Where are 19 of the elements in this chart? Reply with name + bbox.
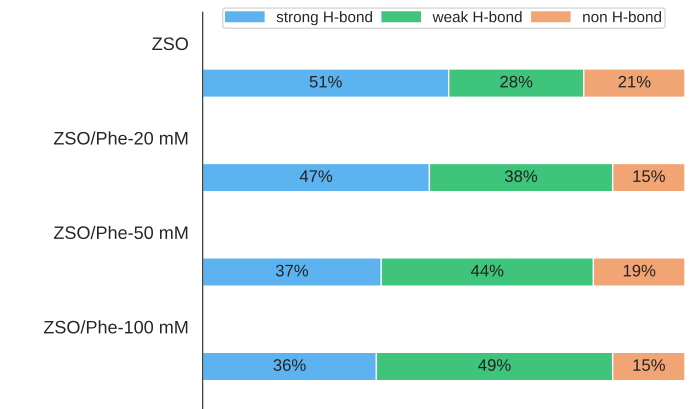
data-label: 15% xyxy=(633,170,665,182)
data-label: 19% xyxy=(624,264,656,277)
data-label: 36% xyxy=(273,359,306,371)
data-label: 49% xyxy=(478,359,511,371)
data-label: 15% xyxy=(633,359,665,371)
data-label: 51% xyxy=(310,76,342,88)
y-tick-label: ZSO/Phe-50 mM xyxy=(54,226,188,240)
data-label: 28% xyxy=(500,76,532,88)
data-label: 38% xyxy=(504,170,538,182)
data-label: 47% xyxy=(300,170,332,182)
y-tick-label: ZSO/Phe-100 mM xyxy=(44,320,188,334)
legend-label: non H-bond xyxy=(583,11,662,22)
data-label: 21% xyxy=(618,76,650,88)
data-label: 44% xyxy=(470,264,504,276)
y-tick-label: ZSO/Phe-20 mM xyxy=(54,131,188,145)
data-label: 37% xyxy=(276,264,308,277)
legend-label: strong H-bond xyxy=(276,11,372,26)
y-tick-label: ZSO xyxy=(152,37,188,50)
legend-label: weak H-bond xyxy=(432,11,522,22)
